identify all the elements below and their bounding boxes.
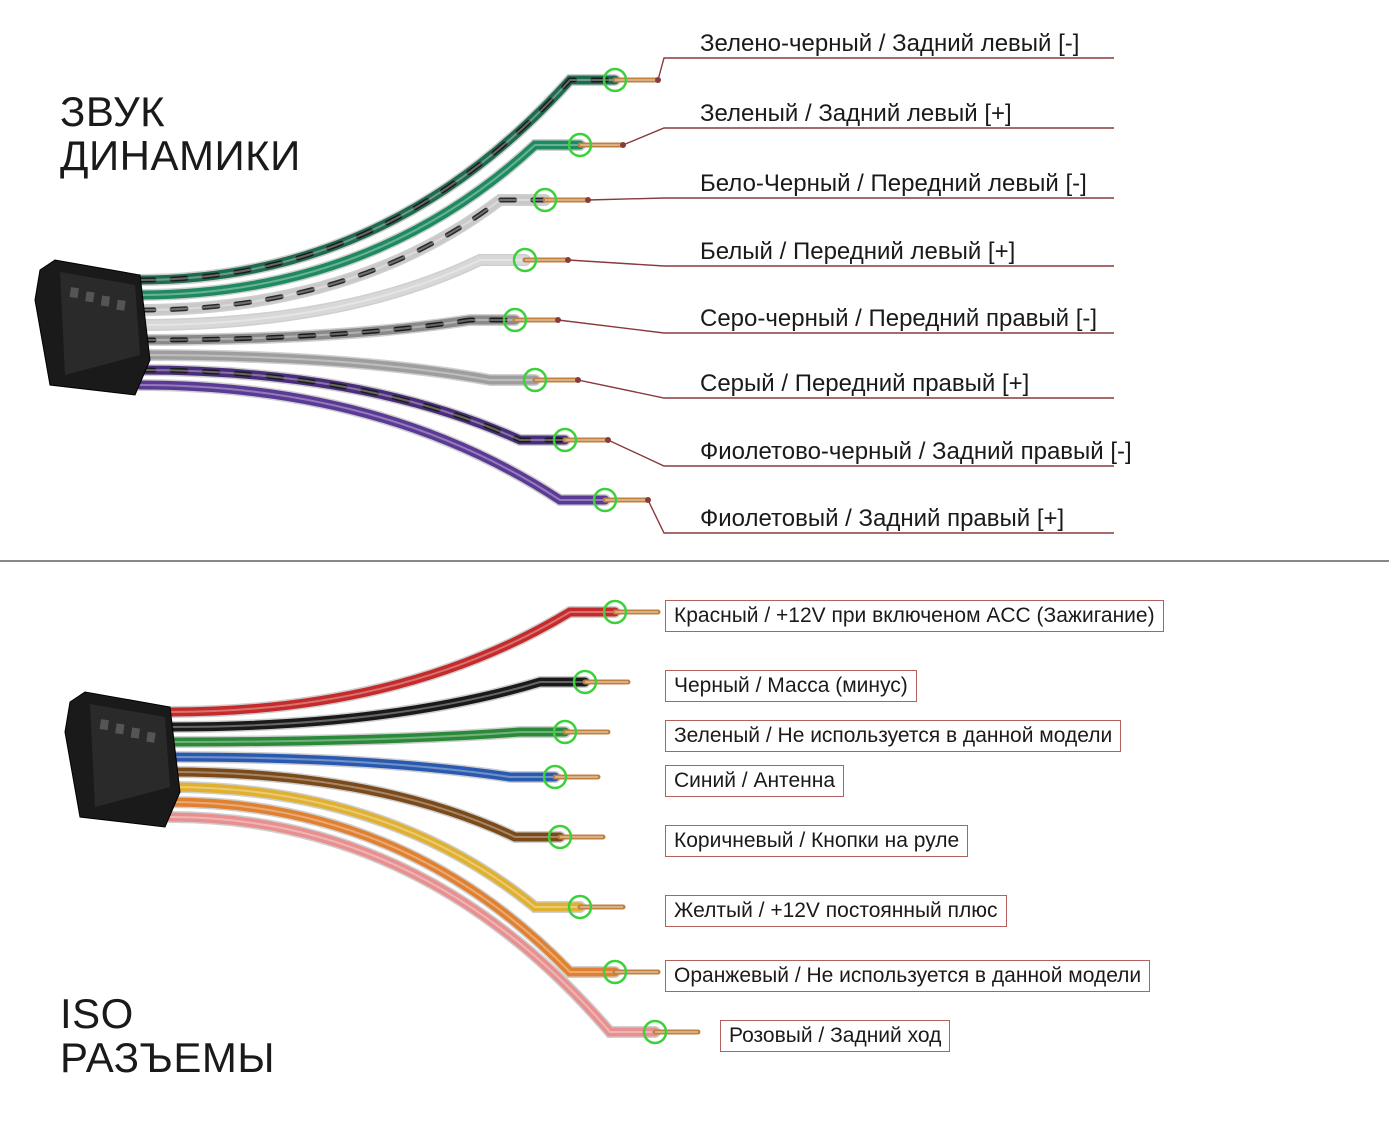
wire-label: Серый / Передний правый [+] — [700, 370, 1029, 398]
wire-label: Зеленый / Не используется в данной модел… — [665, 720, 1121, 752]
wire-label: Синий / Антенна — [665, 765, 844, 797]
wire-label: Фиолетово-черный / Задний правый [-] — [700, 438, 1132, 466]
wire-label: Белый / Передний левый [+] — [700, 238, 1015, 266]
wire-label: Коричневый / Кнопки на руле — [665, 825, 968, 857]
wire-label: Черный / Масса (минус) — [665, 670, 917, 702]
wire-label: Бело-Черный / Передний левый [-] — [700, 170, 1087, 198]
wire-label: Оранжевый / Не используется в данной мод… — [665, 960, 1150, 992]
wire-label: Зеленый / Задний левый [+] — [700, 100, 1012, 128]
iso-section: ISO РАЗЪЕМЫ Красный / +12V при включеном… — [0, 560, 1389, 1132]
wire-label: Фиолетовый / Задний правый [+] — [700, 505, 1064, 533]
wire-label: Желтый / +12V постоянный плюс — [665, 895, 1007, 927]
wire-label: Зелено-черный / Задний левый [-] — [700, 30, 1079, 58]
wire-label: Красный / +12V при включеном ACC (Зажига… — [665, 600, 1164, 632]
wire-label: Серо-черный / Передний правый [-] — [700, 305, 1097, 333]
speaker-wires-diagram — [0, 0, 1389, 560]
wire-label: Розовый / Задний ход — [720, 1020, 950, 1052]
speaker-section: ЗВУК ДИНАМИКИ Зелено-черный / Задний лев… — [0, 0, 1389, 560]
